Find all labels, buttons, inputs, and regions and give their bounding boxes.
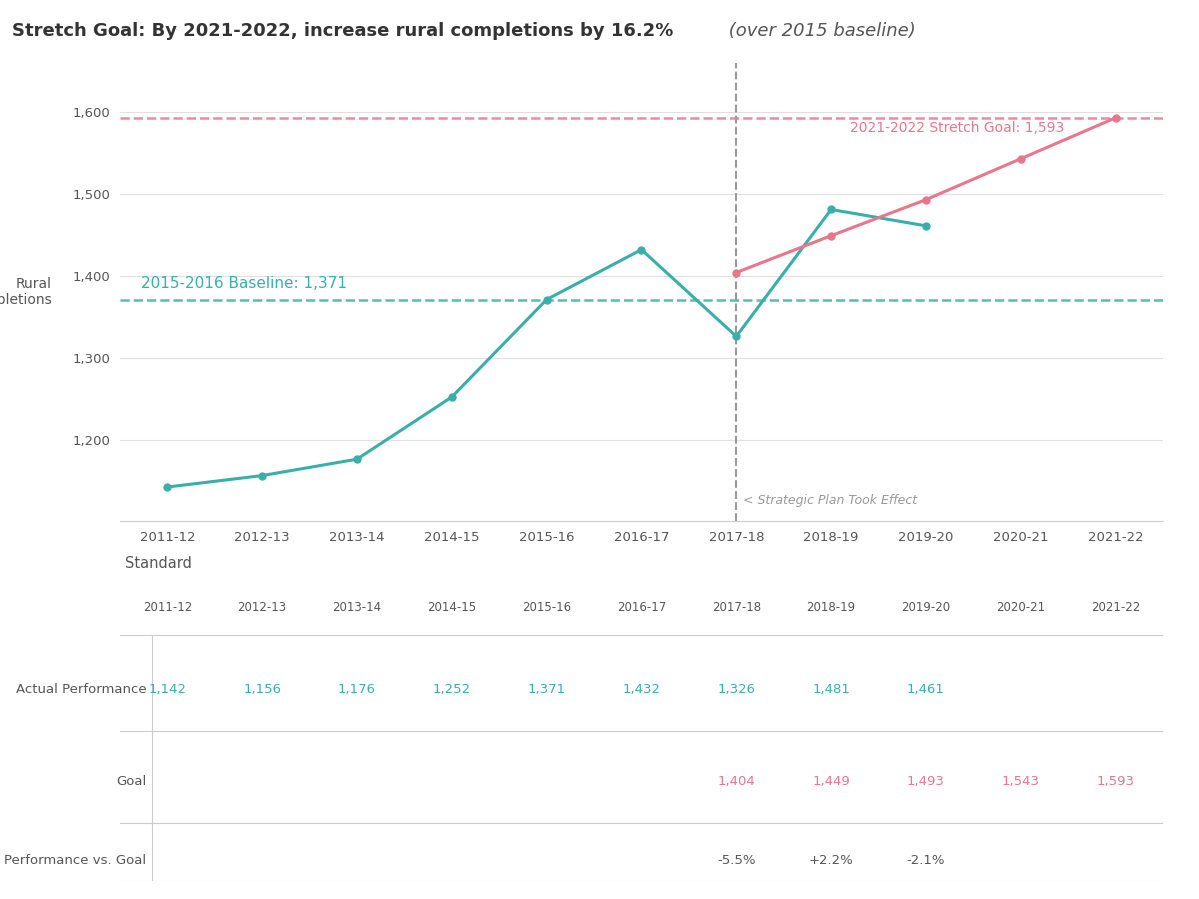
Text: 2012-13: 2012-13 (237, 601, 287, 614)
Text: 2013-14: 2013-14 (332, 601, 381, 614)
Text: 2014-15: 2014-15 (427, 601, 476, 614)
Text: 1,252: 1,252 (433, 683, 471, 696)
Text: Goal: Goal (116, 776, 146, 788)
Text: 2016-17: 2016-17 (616, 601, 667, 614)
Text: 2021-2022 Stretch Goal: 1,593: 2021-2022 Stretch Goal: 1,593 (850, 120, 1065, 135)
Text: 1,326: 1,326 (717, 683, 755, 696)
Y-axis label: Rural
Completions: Rural Completions (0, 277, 52, 307)
Text: 1,543: 1,543 (1002, 776, 1040, 788)
Text: -5.5%: -5.5% (717, 854, 755, 867)
Text: 2015-16: 2015-16 (522, 601, 571, 614)
Text: -2.1%: -2.1% (906, 854, 945, 867)
Text: 2015-2016 Baseline: 1,371: 2015-2016 Baseline: 1,371 (140, 276, 347, 291)
Text: 1,176: 1,176 (338, 683, 376, 696)
Text: 2021-22: 2021-22 (1091, 601, 1140, 614)
Text: Actual Performance: Actual Performance (16, 683, 146, 696)
Text: +2.2%: +2.2% (809, 854, 854, 867)
Text: 1,432: 1,432 (622, 683, 661, 696)
Text: 2020-21: 2020-21 (996, 601, 1046, 614)
Text: 1,404: 1,404 (717, 776, 755, 788)
Text: 1,371: 1,371 (528, 683, 566, 696)
Text: 2018-19: 2018-19 (807, 601, 856, 614)
Text: 1,449: 1,449 (812, 776, 850, 788)
Text: 2019-20: 2019-20 (902, 601, 951, 614)
Text: 1,493: 1,493 (906, 776, 945, 788)
Text: 1,461: 1,461 (906, 683, 945, 696)
Text: Stretch Goal: By 2021-2022, increase rural completions by 16.2%: Stretch Goal: By 2021-2022, increase rur… (12, 22, 674, 40)
Text: Performance vs. Goal: Performance vs. Goal (5, 854, 146, 867)
Text: (over 2015 baseline): (over 2015 baseline) (723, 22, 916, 40)
Text: 1,481: 1,481 (812, 683, 850, 696)
Text: 2011-12: 2011-12 (143, 601, 192, 614)
Text: 1,142: 1,142 (149, 683, 186, 696)
Text: 1,593: 1,593 (1097, 776, 1134, 788)
Text: 2017-18: 2017-18 (712, 601, 761, 614)
Text: < Strategic Plan Took Effect: < Strategic Plan Took Effect (743, 494, 917, 507)
Text: 1,156: 1,156 (243, 683, 281, 696)
Text: Standard: Standard (125, 556, 192, 571)
